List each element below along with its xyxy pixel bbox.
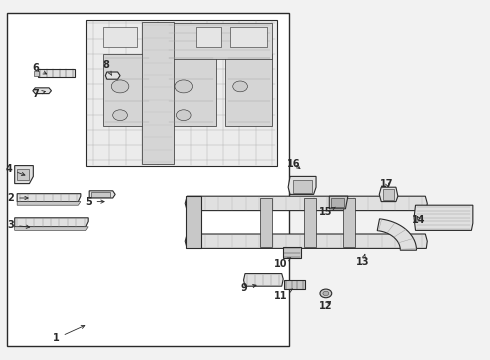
- Polygon shape: [244, 274, 283, 286]
- Polygon shape: [186, 196, 201, 248]
- Polygon shape: [17, 202, 81, 205]
- Bar: [284, 280, 305, 289]
- Circle shape: [176, 110, 191, 121]
- Bar: [260, 198, 272, 247]
- Bar: [196, 27, 220, 47]
- Text: 5: 5: [85, 197, 104, 207]
- Polygon shape: [329, 196, 348, 209]
- Bar: [304, 198, 316, 247]
- Bar: [283, 247, 301, 258]
- Circle shape: [320, 289, 332, 298]
- Text: 12: 12: [319, 301, 333, 311]
- Text: 17: 17: [380, 179, 394, 189]
- Bar: [38, 69, 75, 77]
- Text: 4: 4: [5, 164, 25, 176]
- Polygon shape: [288, 176, 316, 194]
- Polygon shape: [414, 205, 473, 230]
- Circle shape: [175, 80, 193, 93]
- Text: 13: 13: [356, 254, 369, 267]
- Text: 9: 9: [241, 283, 256, 293]
- Text: 8: 8: [102, 60, 111, 75]
- Polygon shape: [17, 194, 81, 202]
- Text: 14: 14: [412, 215, 426, 225]
- Polygon shape: [15, 218, 88, 227]
- Bar: [167, 54, 216, 126]
- Bar: [230, 27, 267, 47]
- Circle shape: [233, 81, 247, 92]
- Polygon shape: [377, 219, 416, 250]
- Text: 7: 7: [32, 89, 46, 99]
- Polygon shape: [185, 234, 427, 248]
- Bar: [225, 54, 272, 126]
- Text: 2: 2: [7, 193, 28, 203]
- Text: 3: 3: [7, 220, 29, 230]
- Bar: [34, 71, 39, 76]
- Polygon shape: [185, 196, 427, 211]
- Text: 6: 6: [32, 63, 47, 74]
- Polygon shape: [89, 191, 115, 198]
- Circle shape: [323, 291, 329, 296]
- Polygon shape: [33, 88, 51, 94]
- Text: 11: 11: [273, 289, 293, 301]
- Polygon shape: [15, 166, 33, 184]
- Bar: [167, 23, 272, 59]
- Bar: [91, 192, 110, 197]
- Polygon shape: [86, 20, 277, 166]
- Polygon shape: [15, 227, 88, 230]
- Bar: [343, 198, 355, 247]
- Circle shape: [111, 80, 129, 93]
- Text: 15: 15: [319, 207, 335, 217]
- Text: 16: 16: [287, 159, 301, 169]
- Polygon shape: [379, 187, 398, 202]
- Text: 1: 1: [53, 325, 85, 343]
- Text: 10: 10: [273, 258, 291, 269]
- Circle shape: [113, 110, 127, 121]
- Bar: [383, 189, 394, 200]
- Polygon shape: [105, 72, 120, 79]
- FancyBboxPatch shape: [7, 13, 289, 346]
- Bar: [17, 169, 29, 180]
- Bar: [331, 198, 344, 207]
- Bar: [293, 180, 312, 193]
- Bar: [103, 27, 137, 47]
- Bar: [103, 54, 152, 126]
- Bar: [142, 22, 174, 164]
